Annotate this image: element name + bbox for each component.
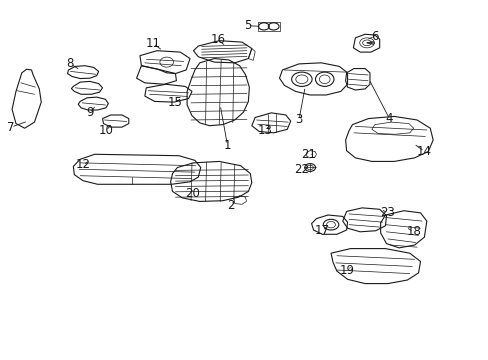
Text: 14: 14 — [416, 145, 431, 158]
Text: 8: 8 — [66, 57, 74, 71]
Text: 10: 10 — [98, 124, 113, 137]
Text: 23: 23 — [380, 206, 395, 219]
Text: 7: 7 — [7, 121, 15, 134]
Text: 2: 2 — [226, 198, 234, 212]
Text: 22: 22 — [294, 163, 309, 176]
Text: 3: 3 — [295, 113, 302, 126]
Text: 11: 11 — [145, 37, 160, 50]
Text: 19: 19 — [339, 264, 354, 276]
Text: 20: 20 — [185, 187, 200, 200]
Text: 12: 12 — [76, 158, 90, 171]
Text: 9: 9 — [86, 106, 93, 120]
Text: 4: 4 — [385, 112, 392, 125]
Text: 17: 17 — [314, 224, 329, 237]
Text: 18: 18 — [406, 225, 420, 238]
Text: 6: 6 — [370, 30, 378, 43]
Text: 5: 5 — [243, 19, 251, 32]
Text: 1: 1 — [224, 139, 231, 152]
Text: 21: 21 — [301, 148, 316, 161]
Text: 16: 16 — [210, 33, 225, 46]
Text: 15: 15 — [168, 96, 183, 109]
Text: 13: 13 — [257, 124, 272, 137]
